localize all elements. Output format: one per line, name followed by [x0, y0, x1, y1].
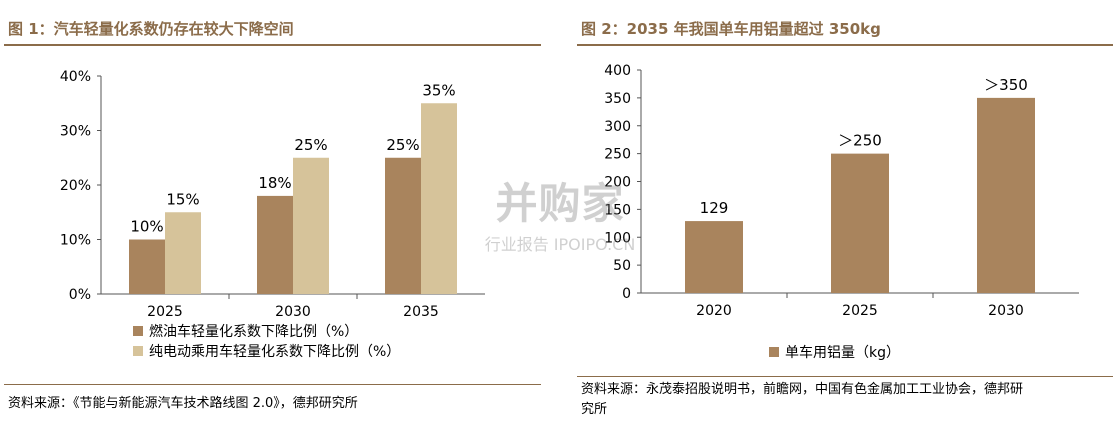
- left-legend-label-2: 纯电动乘用车轻量化系数下降比例（%）: [149, 344, 401, 360]
- x-tick-label: 2030: [988, 303, 1024, 319]
- bar: [257, 195, 293, 294]
- y-tick-label: 350: [604, 91, 631, 107]
- right-figure-title: 图 2：2035 年我国单车用铝量超过 350kg: [581, 20, 881, 38]
- bar: [685, 221, 743, 293]
- y-tick-label: 250: [604, 147, 631, 163]
- data-label: ＞250: [838, 132, 882, 150]
- x-tick-label: 2025: [147, 304, 183, 320]
- bar: [385, 157, 421, 294]
- data-label: 15%: [166, 190, 199, 208]
- legend-swatch-dark: [133, 326, 143, 336]
- y-tick-label: 0%: [69, 287, 91, 303]
- left-source: 资料来源：《节能与新能源汽车技术路线图 2.0》，德邦研究所: [8, 396, 358, 411]
- y-tick-label: 20%: [60, 178, 91, 194]
- y-tick-label: 50: [613, 258, 631, 274]
- y-tick-label: 10%: [60, 233, 91, 249]
- left-chart: 0%10%20%30%40%10%15%202518%25%203025%35%…: [60, 69, 485, 320]
- left-title-rule: [4, 44, 541, 46]
- left-figure: 图 1：汽车轻量化系数仍存在较大下降空间 0% 10% 20% 30% 40% 10% 15…: [0, 0, 545, 428]
- y-tick-label: 300: [604, 119, 631, 135]
- left-figure-title: 图 1：汽车轻量化系数仍存在较大下降空间: [8, 20, 294, 38]
- right-source-rule: [577, 376, 1113, 377]
- x-tick-label: 2020: [696, 303, 732, 319]
- bar: [165, 212, 201, 294]
- left-legend-label-1: 燃油车轻量化系数下降比例（%）: [149, 324, 359, 340]
- legend-swatch-dark: [769, 347, 779, 357]
- bar: [293, 157, 329, 294]
- right-title-rule: [577, 44, 1113, 46]
- right-source-line-1: 资料来源：永茂泰招股说明书，前瞻网，中国有色金属加工工业协会，德邦研: [581, 382, 1024, 397]
- x-tick-label: 2035: [403, 304, 439, 320]
- right-source-line-2: 究所: [581, 402, 608, 417]
- y-tick-label: 200: [604, 175, 631, 191]
- x-tick-label: 2025: [842, 303, 878, 319]
- left-legend-item-1: 燃油车轻量化系数下降比例（%）: [133, 321, 358, 341]
- right-legend-item-1: 单车用铝量（kg）: [769, 342, 900, 362]
- y-tick-label: 100: [604, 230, 631, 246]
- data-label: 25%: [386, 136, 419, 154]
- legend-swatch-light: [133, 346, 143, 356]
- data-label: ＞350: [984, 76, 1028, 94]
- y-tick-label: 400: [604, 63, 631, 79]
- y-tick-label: 40%: [60, 69, 91, 85]
- x-tick-label: 2030: [275, 304, 311, 320]
- data-label: 25%: [294, 136, 327, 154]
- left-source-rule: [4, 384, 541, 385]
- bar: [421, 103, 457, 294]
- y-tick-label: 150: [604, 202, 631, 218]
- y-tick-label: 0: [622, 286, 631, 302]
- right-figure: 图 2：2035 年我国单车用铝量超过 350kg 0 50 100 150 200 25…: [573, 0, 1117, 428]
- right-chart: 0 50 100 150 200 250 300 350 400 129 2020 ＞250 2025 ＞…: [604, 63, 1079, 319]
- data-label: 10%: [130, 218, 163, 236]
- data-label: 35%: [422, 81, 455, 99]
- bar: [831, 153, 889, 293]
- bar: [977, 97, 1035, 293]
- y-tick-label: 30%: [60, 124, 91, 140]
- left-legend-item-2: 纯电动乘用车轻量化系数下降比例（%）: [133, 341, 400, 361]
- data-label: 18%: [258, 174, 291, 192]
- bar: [129, 239, 165, 294]
- data-label: 129: [700, 199, 729, 217]
- right-legend-label-1: 单车用铝量（kg）: [785, 345, 900, 361]
